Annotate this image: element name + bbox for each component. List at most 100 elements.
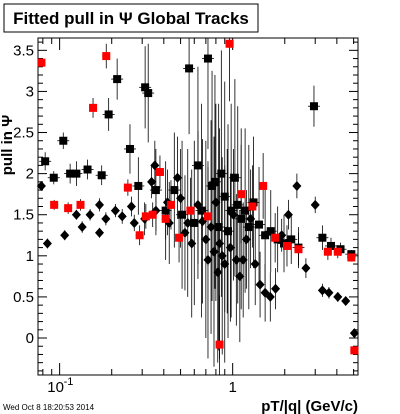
title-box bbox=[3, 3, 259, 33]
black-square-marker bbox=[208, 181, 217, 190]
black-diamond-marker bbox=[341, 296, 351, 307]
black-diamond-marker bbox=[265, 291, 275, 302]
black-diamond-marker bbox=[209, 246, 219, 257]
black-square-marker bbox=[41, 157, 50, 166]
black-diamond-marker bbox=[183, 217, 193, 228]
black-square-marker bbox=[144, 89, 153, 98]
black-square-marker bbox=[309, 102, 318, 111]
black-square-marker bbox=[190, 218, 199, 227]
red-square-marker bbox=[123, 183, 132, 192]
black-square-marker bbox=[113, 75, 122, 84]
black-diamond-marker bbox=[94, 199, 104, 210]
black-diamond-marker bbox=[217, 250, 227, 261]
black-diamond-marker bbox=[250, 259, 260, 270]
black-square-marker bbox=[193, 161, 202, 170]
black-square-marker bbox=[141, 83, 150, 92]
black-diamond-marker bbox=[213, 267, 223, 278]
black-square-marker bbox=[151, 186, 160, 195]
black-square-marker bbox=[214, 223, 223, 232]
red-square-marker bbox=[294, 245, 303, 254]
x-tick-label: 10 bbox=[47, 379, 64, 396]
red-square-marker bbox=[323, 247, 332, 256]
black-square-marker bbox=[59, 136, 68, 145]
y-tick-label: 3.5 bbox=[13, 42, 34, 59]
black-square-marker bbox=[49, 173, 58, 182]
black-diamond-marker bbox=[77, 222, 87, 233]
black-diamond-marker bbox=[235, 271, 245, 282]
black-square-marker bbox=[255, 220, 264, 229]
black-square-marker bbox=[185, 64, 194, 73]
black-diamond-marker bbox=[173, 172, 183, 183]
red-square-marker bbox=[248, 202, 257, 211]
black-diamond-marker bbox=[147, 176, 157, 187]
black-diamond-marker bbox=[60, 230, 70, 241]
black-diamond-marker bbox=[241, 234, 251, 245]
red-square-marker bbox=[64, 204, 73, 213]
y-tick-label: 2 bbox=[26, 166, 34, 183]
black-square-marker bbox=[203, 54, 212, 63]
red-square-marker bbox=[350, 346, 359, 355]
black-diamond-marker bbox=[71, 209, 81, 220]
black-square-marker bbox=[244, 223, 253, 232]
red-square-marker bbox=[166, 200, 175, 209]
red-square-marker bbox=[225, 39, 234, 48]
black-diamond-marker bbox=[117, 211, 127, 222]
black-square-marker bbox=[237, 214, 246, 223]
black-square-marker bbox=[134, 181, 143, 190]
red-square-marker bbox=[282, 241, 291, 250]
black-diamond-marker bbox=[85, 209, 95, 220]
black-square-marker bbox=[241, 206, 250, 215]
red-square-marker bbox=[102, 52, 111, 61]
black-square-marker bbox=[233, 200, 242, 209]
black-diamond-marker bbox=[228, 209, 238, 220]
black-square-marker bbox=[72, 169, 81, 178]
red-square-marker bbox=[215, 340, 224, 349]
x-axis-label: pT/|q| (GeV/c) bbox=[261, 398, 358, 414]
black-diamond-marker bbox=[292, 180, 302, 191]
red-square-marker bbox=[271, 233, 280, 242]
black-square-marker bbox=[230, 173, 239, 182]
red-square-marker bbox=[76, 200, 85, 209]
black-diamond-marker bbox=[176, 193, 186, 204]
black-square-marker bbox=[287, 235, 296, 244]
chart-title: Fitted pull in Ψ Global Tracks bbox=[13, 9, 249, 28]
red-square-marker bbox=[141, 212, 150, 221]
black-diamond-marker bbox=[42, 238, 52, 249]
black-diamond-marker bbox=[215, 238, 225, 249]
x-tick-label: 1 bbox=[228, 379, 236, 396]
black-square-marker bbox=[220, 192, 229, 201]
black-square-marker bbox=[318, 233, 327, 242]
black-square-marker bbox=[83, 165, 92, 174]
black-diamond-marker bbox=[203, 254, 213, 265]
red-square-marker bbox=[37, 58, 46, 67]
black-diamond-marker bbox=[206, 222, 216, 233]
y-tick-label: 0.5 bbox=[13, 289, 34, 306]
red-square-marker bbox=[347, 253, 356, 262]
black-square-marker bbox=[326, 241, 335, 250]
black-diamond-marker bbox=[36, 180, 46, 191]
red-square-marker bbox=[161, 214, 170, 223]
black-diamond-marker bbox=[101, 213, 111, 224]
black-square-marker bbox=[266, 227, 275, 236]
red-square-marker bbox=[155, 167, 164, 176]
black-diamond-marker bbox=[271, 283, 281, 294]
black-square-marker bbox=[178, 210, 187, 219]
red-square-marker bbox=[203, 212, 212, 221]
black-diamond-marker bbox=[94, 227, 104, 238]
timestamp: Wed Oct 8 18:20:53 2014 bbox=[3, 403, 95, 412]
black-diamond-marker bbox=[349, 328, 359, 339]
black-square-marker bbox=[66, 169, 75, 178]
x-tick-label-exponent: -1 bbox=[64, 376, 74, 388]
black-diamond-marker bbox=[220, 259, 230, 270]
y-tick-label: 0 bbox=[26, 330, 34, 347]
red-square-marker bbox=[237, 190, 246, 199]
red-square-marker bbox=[148, 210, 157, 219]
data-markers bbox=[36, 39, 359, 355]
black-diamond-marker bbox=[129, 217, 139, 228]
red-square-marker bbox=[333, 247, 342, 256]
black-square-marker bbox=[227, 206, 236, 215]
black-square-marker bbox=[197, 206, 206, 215]
black-diamond-marker bbox=[225, 242, 235, 253]
black-square-marker bbox=[217, 169, 226, 178]
